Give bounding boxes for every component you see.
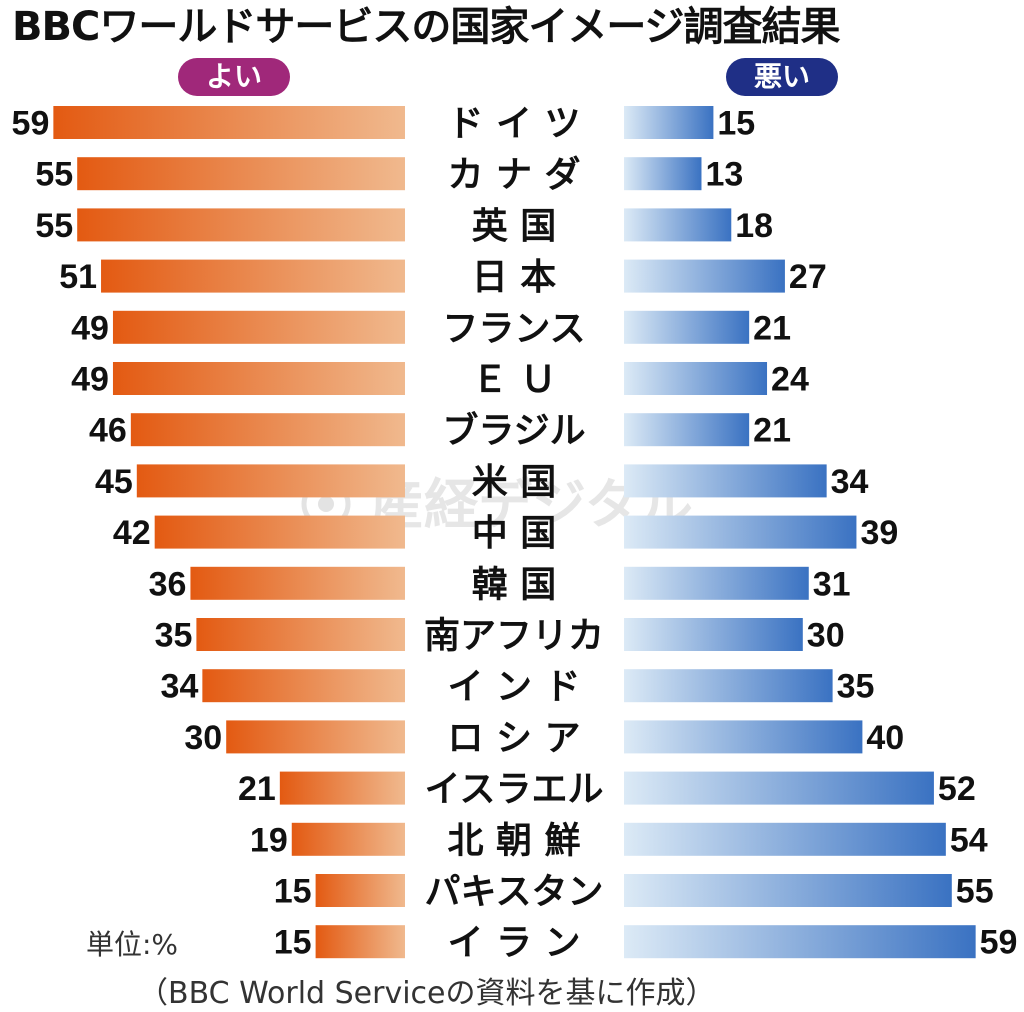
country-label-4: フランス [442, 308, 585, 349]
value-label-good-14: 19 [250, 821, 288, 859]
bar-bad-16 [624, 925, 976, 959]
legend-good-pill: よい [178, 58, 290, 96]
country-label-12: ロ シ ア [447, 718, 580, 759]
value-label-bad-12: 40 [866, 719, 904, 757]
value-label-good-0: 59 [12, 105, 50, 143]
bar-bad-11 [624, 669, 833, 703]
bar-good-11 [202, 669, 405, 703]
bar-good-14 [291, 822, 405, 856]
value-label-bad-9: 31 [813, 565, 851, 603]
bar-bad-9 [624, 566, 809, 600]
value-label-bad-6: 21 [753, 412, 791, 450]
value-label-bad-5: 24 [771, 361, 809, 399]
bar-bad-4 [624, 310, 750, 344]
value-label-bad-4: 21 [753, 309, 791, 347]
bar-good-7 [136, 464, 406, 498]
value-label-good-12: 30 [184, 719, 222, 757]
value-label-good-15: 15 [274, 873, 312, 911]
value-label-bad-3: 27 [789, 258, 827, 296]
value-label-bad-16: 59 [980, 924, 1018, 962]
value-label-good-3: 51 [59, 258, 97, 296]
value-label-good-1: 55 [35, 156, 73, 194]
bar-good-2 [77, 208, 405, 242]
country-label-11: イ ン ド [447, 667, 580, 708]
country-label-14: 北 朝 鮮 [447, 820, 580, 861]
unit-label: 単位:% [86, 928, 179, 961]
value-label-good-8: 42 [113, 514, 151, 552]
bar-bad-12 [624, 720, 863, 754]
value-label-bad-11: 35 [837, 668, 875, 706]
value-label-bad-7: 34 [831, 463, 869, 501]
country-label-10: 南アフリカ [424, 616, 604, 657]
bar-good-13 [279, 771, 405, 805]
country-label-13: イスラエル [425, 769, 604, 810]
country-label-3: 日 本 [472, 257, 557, 298]
bar-good-16 [315, 925, 405, 959]
bar-good-1 [77, 157, 405, 191]
bar-bad-8 [624, 515, 857, 549]
country-label-15: パキスタン [425, 872, 604, 913]
bar-bad-15 [624, 874, 952, 907]
bar-bad-2 [624, 208, 732, 242]
bar-good-9 [190, 566, 405, 600]
country-label-16: イ ラ ン [447, 923, 580, 964]
bar-bad-10 [624, 618, 803, 651]
bar-bad-13 [624, 771, 934, 805]
value-label-good-11: 34 [161, 668, 199, 706]
bar-bad-3 [624, 259, 785, 293]
value-label-bad-1: 13 [705, 156, 743, 194]
source-note: （BBC World Serviceの資料を基に作成） [138, 976, 716, 1011]
value-label-bad-10: 30 [807, 617, 845, 655]
country-label-6: ブラジル [442, 410, 585, 452]
value-label-good-2: 55 [35, 207, 73, 245]
value-label-bad-0: 15 [717, 105, 755, 143]
value-label-good-16: 15 [274, 924, 312, 962]
bar-good-12 [226, 720, 405, 754]
bar-bad-0 [624, 106, 714, 139]
country-label-9: 韓 国 [472, 564, 557, 605]
bar-bad-1 [624, 157, 702, 191]
value-label-good-9: 36 [149, 565, 187, 603]
bar-good-8 [154, 515, 405, 549]
bar-bad-14 [624, 822, 946, 856]
bar-good-0 [53, 106, 406, 139]
bar-bad-5 [624, 362, 768, 395]
value-label-bad-8: 39 [860, 514, 898, 552]
value-label-bad-15: 55 [956, 873, 994, 911]
value-label-good-7: 45 [95, 463, 133, 501]
value-label-good-13: 21 [238, 770, 276, 808]
bar-good-10 [196, 618, 405, 651]
value-label-bad-14: 54 [950, 821, 988, 859]
bar-good-5 [112, 362, 406, 395]
value-label-good-4: 49 [71, 309, 109, 347]
country-label-8: 中 国 [472, 513, 557, 554]
value-label-good-5: 49 [71, 361, 109, 399]
chart-title: BBCワールドサービスの国家イメージ調査結果 [12, 4, 841, 50]
country-label-2: 英 国 [472, 206, 557, 247]
bar-bad-6 [624, 413, 750, 447]
country-label-5: Ｅ Ｕ [472, 360, 557, 401]
country-label-7: 米 国 [472, 462, 557, 503]
bar-bad-7 [624, 464, 827, 498]
value-label-bad-2: 18 [735, 207, 773, 245]
value-label-good-6: 46 [89, 412, 127, 450]
bar-good-15 [315, 874, 405, 907]
bar-good-4 [112, 310, 406, 344]
country-label-0: ド イ ツ [447, 104, 580, 145]
bar-good-6 [130, 413, 405, 447]
country-label-1: カ ナ ダ [447, 155, 580, 196]
bar-good-3 [101, 259, 405, 293]
legend-bad-pill: 悪い [726, 58, 838, 96]
value-label-good-10: 35 [155, 617, 193, 655]
value-label-bad-13: 52 [938, 770, 976, 808]
